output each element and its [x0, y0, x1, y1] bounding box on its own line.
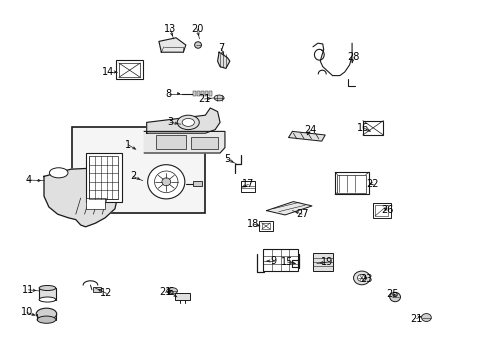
Bar: [334, 172, 368, 194]
Bar: [261, 223, 270, 229]
Bar: [240, 181, 255, 192]
Bar: [337, 175, 365, 193]
Text: 10: 10: [20, 307, 33, 318]
Polygon shape: [288, 131, 325, 141]
Ellipse shape: [194, 42, 201, 48]
Bar: [204, 91, 207, 96]
Polygon shape: [266, 202, 311, 215]
Bar: [208, 91, 211, 96]
Bar: [190, 137, 217, 149]
Text: 4: 4: [25, 175, 31, 185]
Text: 8: 8: [165, 89, 171, 99]
Text: 21: 21: [198, 94, 210, 104]
Text: 6: 6: [167, 287, 173, 297]
Ellipse shape: [39, 297, 56, 302]
Text: 17: 17: [242, 179, 254, 189]
Text: 23: 23: [360, 274, 372, 284]
Bar: [259, 221, 272, 231]
Bar: [312, 253, 333, 271]
Text: 28: 28: [346, 52, 359, 62]
Polygon shape: [159, 38, 185, 52]
Text: 12: 12: [100, 288, 113, 298]
Ellipse shape: [177, 115, 199, 130]
Ellipse shape: [147, 165, 184, 199]
Text: 16: 16: [356, 123, 369, 133]
Text: 3: 3: [167, 117, 173, 127]
Text: 22: 22: [366, 179, 378, 189]
Text: 9: 9: [270, 256, 276, 266]
Bar: [85, 153, 122, 202]
Ellipse shape: [421, 314, 430, 321]
Bar: [372, 203, 390, 218]
Polygon shape: [217, 52, 229, 68]
Text: 25: 25: [385, 289, 398, 300]
Ellipse shape: [154, 171, 178, 193]
Text: 14: 14: [102, 67, 115, 77]
Text: 21: 21: [159, 287, 171, 297]
Bar: [72, 127, 205, 213]
Ellipse shape: [166, 288, 177, 294]
Ellipse shape: [353, 271, 369, 285]
Text: 13: 13: [163, 24, 176, 34]
Text: 24: 24: [304, 125, 316, 135]
Polygon shape: [144, 131, 224, 153]
Bar: [116, 60, 143, 79]
Ellipse shape: [162, 178, 170, 186]
Bar: [374, 205, 387, 216]
Bar: [197, 91, 200, 96]
Ellipse shape: [37, 316, 56, 323]
Ellipse shape: [389, 292, 400, 302]
Text: 27: 27: [295, 209, 308, 219]
Ellipse shape: [49, 168, 68, 178]
Text: 11: 11: [22, 285, 35, 295]
Ellipse shape: [357, 274, 366, 282]
Polygon shape: [44, 168, 117, 227]
Text: 19: 19: [320, 257, 332, 267]
Bar: [201, 91, 203, 96]
Text: 20: 20: [190, 24, 203, 34]
Bar: [193, 91, 196, 96]
Text: 21: 21: [409, 314, 422, 324]
Bar: [175, 293, 189, 300]
Text: 7: 7: [218, 43, 224, 53]
Ellipse shape: [182, 118, 194, 126]
Bar: [119, 63, 140, 77]
Ellipse shape: [36, 308, 57, 320]
Text: 18: 18: [246, 219, 259, 229]
Bar: [93, 287, 101, 292]
Bar: [39, 288, 56, 300]
Bar: [193, 181, 202, 186]
Polygon shape: [146, 108, 220, 133]
Ellipse shape: [214, 95, 224, 101]
Bar: [156, 135, 185, 149]
Text: 5: 5: [224, 154, 230, 164]
Bar: [263, 249, 298, 271]
Bar: [362, 121, 383, 135]
Text: 15: 15: [281, 257, 293, 267]
Bar: [85, 198, 105, 209]
Text: 1: 1: [125, 140, 131, 150]
Text: 26: 26: [380, 205, 393, 215]
Bar: [89, 156, 118, 199]
Text: 2: 2: [130, 171, 136, 181]
Ellipse shape: [39, 285, 56, 291]
